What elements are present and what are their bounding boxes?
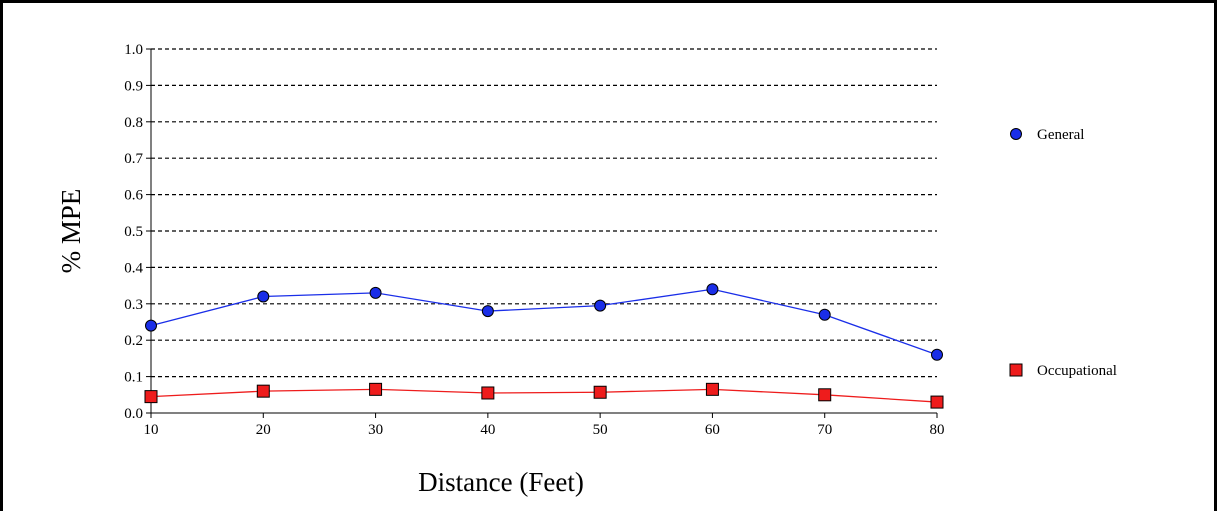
x-tick-labels: 10 20 30 40 50 60 70 80 (144, 422, 945, 438)
data-point-general (931, 348, 943, 361)
series-line-general (150, 288, 938, 356)
legend: General Occupational (1009, 127, 1117, 379)
y-tick-label: 0.0 (124, 406, 143, 422)
y-tick-label: 0.8 (124, 115, 143, 131)
y-tick-labels: 0.0 0.1 0.2 0.3 0.4 0.5 0.6 0.7 0.8 0.9 1.0 (124, 42, 143, 422)
y-axis-title: % MPE (56, 189, 86, 274)
data-point-general (818, 308, 831, 321)
legend-marker-general (1010, 128, 1022, 140)
data-point-occupational (481, 386, 495, 400)
axes (146, 48, 938, 418)
legend-label-general: General (1037, 127, 1084, 143)
data-point-general (706, 283, 719, 296)
x-axis-title: Distance (Feet) (418, 467, 584, 497)
data-point-occupational (705, 382, 719, 396)
y-tick-label: 0.4 (124, 260, 143, 276)
data-point-occupational (144, 390, 158, 404)
legend-label-occupational: Occupational (1037, 363, 1117, 379)
x-tick-label: 10 (144, 422, 159, 438)
gridlines (151, 48, 937, 378)
data-point-general (594, 299, 607, 312)
data-point-general (145, 319, 157, 332)
y-tick-label: 0.7 (124, 151, 143, 167)
y-tick-label: 0.6 (124, 188, 143, 204)
x-tick-label: 50 (593, 422, 608, 438)
legend-marker-occupational (1009, 363, 1023, 377)
y-tick-label: 0.1 (124, 370, 143, 386)
data-point-general (257, 290, 270, 303)
x-tick-label: 30 (368, 422, 383, 438)
x-tick-label: 40 (480, 422, 495, 438)
y-tick-label: 0.3 (124, 297, 143, 313)
data-point-occupational (593, 385, 607, 399)
y-tick-label: 0.2 (124, 333, 143, 349)
y-tick-label: 1.0 (124, 42, 143, 58)
data-point-occupational (256, 384, 270, 398)
y-tick-label: 0.5 (124, 224, 143, 240)
x-tick-label: 70 (817, 422, 832, 438)
x-tick-label: 60 (705, 422, 720, 438)
x-tick-label: 80 (930, 422, 945, 438)
data-point-occupational (369, 382, 383, 396)
data-point-general (481, 305, 494, 318)
x-tick-label: 20 (256, 422, 271, 438)
data-point-occupational (930, 395, 944, 409)
series-line-occupational (150, 388, 938, 403)
data-point-general (369, 286, 382, 299)
y-tick-label: 0.9 (124, 78, 143, 94)
data-point-occupational (818, 388, 832, 402)
series (144, 283, 944, 409)
